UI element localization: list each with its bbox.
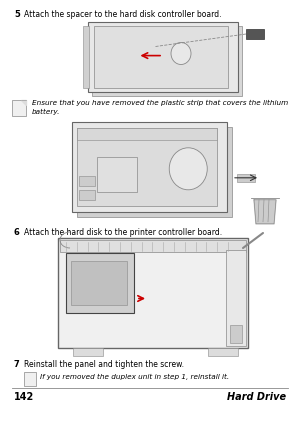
Bar [24,372,36,386]
Bar [208,348,238,356]
Text: 6: 6 [14,228,20,237]
Text: Attach the hard disk to the printer controller board.: Attach the hard disk to the printer cont… [24,228,222,237]
Bar [97,157,137,192]
Text: 7: 7 [14,360,20,369]
Text: 142: 142 [14,392,34,402]
Bar [83,26,89,88]
Polygon shape [254,200,276,224]
Text: Attach the spacer to the hard disk controller board.: Attach the spacer to the hard disk contr… [24,10,221,19]
Ellipse shape [169,148,207,190]
Bar [72,122,227,212]
Bar [79,190,95,200]
Bar [79,176,95,186]
Bar [60,240,246,252]
Bar [246,29,264,39]
Bar [230,325,242,343]
Bar [94,26,228,88]
Bar [88,22,238,92]
Bar [77,128,217,140]
Polygon shape [21,100,26,105]
Ellipse shape [171,42,191,65]
Bar [12,100,26,116]
Bar [226,250,246,346]
Bar [77,127,232,217]
Bar [73,348,103,356]
Bar [58,238,248,348]
Text: 5: 5 [14,10,20,19]
Text: If you removed the duplex unit in step 1, reinstall it.: If you removed the duplex unit in step 1… [40,374,229,380]
Text: Reinstall the panel and tighten the screw.: Reinstall the panel and tighten the scre… [24,360,184,369]
Bar [237,174,255,182]
Bar [71,261,127,305]
Text: Hard Drive: Hard Drive [227,392,286,402]
Bar [77,128,217,206]
Bar [92,26,242,96]
Bar [66,253,134,313]
Text: Ensure that you have removed the plastic strip that covers the lithium
battery.: Ensure that you have removed the plastic… [32,100,288,115]
